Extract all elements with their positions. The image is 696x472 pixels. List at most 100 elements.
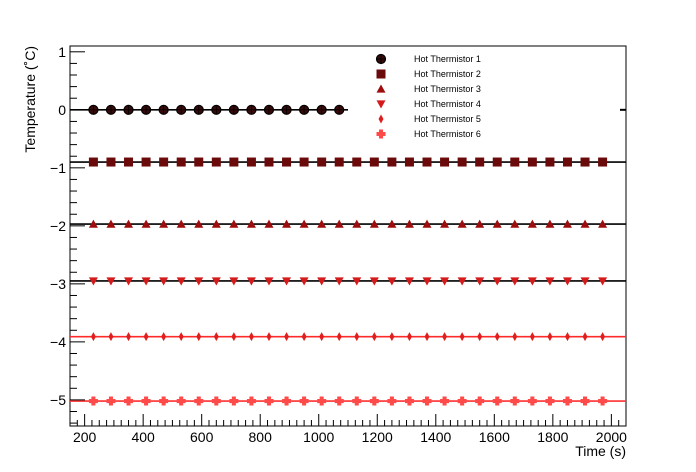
series-2-point-6 (176, 157, 186, 167)
series-4-point-3 (124, 277, 134, 286)
series-3-point-21 (440, 219, 450, 228)
series-4-point-6 (176, 277, 186, 286)
series-2-point-4 (141, 157, 151, 167)
series-3-point-20 (422, 219, 432, 228)
series-3-point-25 (510, 219, 520, 228)
series-4-point-15 (334, 277, 344, 286)
series-6-point-6 (176, 396, 186, 406)
series-4-point-24 (492, 277, 502, 286)
series-3-point-22 (457, 219, 467, 228)
series-3-point-1 (88, 219, 98, 228)
series-4-point-19 (404, 277, 414, 286)
series-4-point-30 (598, 277, 608, 286)
series-6-point-28 (562, 396, 572, 406)
series-2-point-11 (264, 157, 274, 167)
series-2-point-21 (440, 157, 450, 167)
series-4-point-9 (229, 277, 239, 286)
series-4-point-29 (580, 277, 590, 286)
x-tick-label: 1200 (362, 429, 393, 445)
series-6-point-7 (194, 396, 204, 406)
series-2-point-30 (598, 157, 608, 167)
series-4-point-1 (88, 277, 98, 286)
series-3-point-12 (282, 219, 292, 228)
series-6-point-17 (369, 396, 379, 406)
series-6-point-12 (282, 396, 292, 406)
series-4-point-25 (510, 277, 520, 286)
series-4-point-26 (527, 277, 537, 286)
series-6-point-24 (492, 396, 502, 406)
series-4-point-27 (545, 277, 555, 286)
series-5-point-6 (178, 332, 184, 342)
fit-lines (70, 109, 626, 402)
x-axis: 200 400 600 800 1000 1200 1400 1600 1800 2000 (73, 414, 627, 445)
series-4-point-21 (440, 277, 450, 286)
series-6-point-10 (246, 396, 256, 406)
x-tick-label: 1600 (479, 429, 510, 445)
series-5-point-17 (371, 332, 377, 342)
series-4-point-20 (422, 277, 432, 286)
series-3-point-18 (387, 219, 397, 228)
series-6-point-23 (475, 396, 485, 406)
series-2-point-10 (246, 157, 256, 167)
legend-label-1: Hot Thermistor 1 (414, 54, 481, 64)
series-6-point-20 (422, 396, 432, 406)
series-6-point-1 (88, 396, 98, 406)
series-5-point-19 (406, 332, 412, 342)
series-4-point-8 (211, 277, 221, 286)
series-2-point-1 (88, 157, 98, 167)
series-3-point-11 (264, 219, 274, 228)
series-5-point-4 (143, 332, 149, 342)
series-5-point-8 (213, 332, 219, 342)
series-3-point-3 (124, 219, 134, 228)
series-4-point-12 (282, 277, 292, 286)
series-3-point-23 (475, 219, 485, 228)
series-3-point-9 (229, 219, 239, 228)
series-5-point-28 (564, 332, 570, 342)
y-tick-label: −1 (50, 160, 66, 176)
series-2-point-13 (299, 157, 309, 167)
series-2-point-26 (527, 157, 537, 167)
series-6-point-2 (106, 396, 116, 406)
x-tick-label: 1000 (303, 429, 334, 445)
series-5-point-11 (266, 332, 272, 342)
series-6-point-22 (457, 396, 467, 406)
y-tick-label: −2 (50, 218, 66, 234)
series-2-point-17 (369, 157, 379, 167)
series-4-point-17 (369, 277, 379, 286)
series-5-point-18 (389, 332, 395, 342)
series-6-point-15 (334, 396, 344, 406)
series-5-point-15 (336, 332, 342, 342)
series-4-point-10 (246, 277, 256, 286)
series-3-point-10 (246, 219, 256, 228)
legend-marker-2 (376, 69, 386, 79)
y-tick-label: −5 (50, 392, 66, 408)
legend-label-5: Hot Thermistor 5 (414, 114, 481, 124)
legend-label-6: Hot Thermistor 6 (414, 129, 481, 139)
legend-marker-4 (376, 100, 386, 109)
plot-frame (69, 45, 627, 427)
series-3-point-14 (317, 219, 327, 228)
series-3-point-30 (598, 219, 608, 228)
series-5-point-29 (582, 332, 588, 342)
series-2-point-27 (545, 157, 555, 167)
series-5-point-7 (196, 332, 202, 342)
series-3-point-28 (562, 219, 572, 228)
series-2-point-7 (194, 157, 204, 167)
legend-label-2: Hot Thermistor 2 (414, 69, 481, 79)
series-4-point-2 (106, 277, 116, 286)
x-tick-label: 800 (249, 429, 273, 445)
series-2-point-20 (422, 157, 432, 167)
series-5-point-5 (161, 332, 167, 342)
series-2-point-29 (580, 157, 590, 167)
series-6-point-21 (440, 396, 450, 406)
series-4-point-11 (264, 277, 274, 286)
series-2-point-19 (404, 157, 414, 167)
x-tick-label: 400 (131, 429, 155, 445)
series-3-point-2 (106, 219, 116, 228)
series-4-point-14 (317, 277, 327, 286)
y-tick-label: −3 (50, 276, 66, 292)
series-4-point-5 (159, 277, 169, 286)
series-6-point-26 (527, 396, 537, 406)
series-3-point-8 (211, 219, 221, 228)
